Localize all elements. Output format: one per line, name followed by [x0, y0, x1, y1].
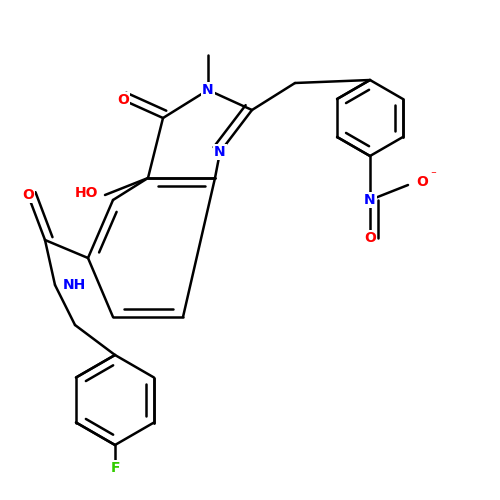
Text: O: O	[416, 175, 428, 189]
Text: NH: NH	[63, 278, 86, 292]
Text: O: O	[22, 188, 34, 202]
Text: O: O	[117, 93, 129, 107]
Text: N: N	[214, 145, 226, 159]
Text: O: O	[364, 231, 376, 245]
Text: N: N	[202, 83, 214, 97]
Text: ⁻: ⁻	[430, 170, 436, 180]
Text: F: F	[110, 461, 120, 475]
Text: N: N	[364, 193, 376, 207]
Text: HO: HO	[75, 186, 99, 200]
